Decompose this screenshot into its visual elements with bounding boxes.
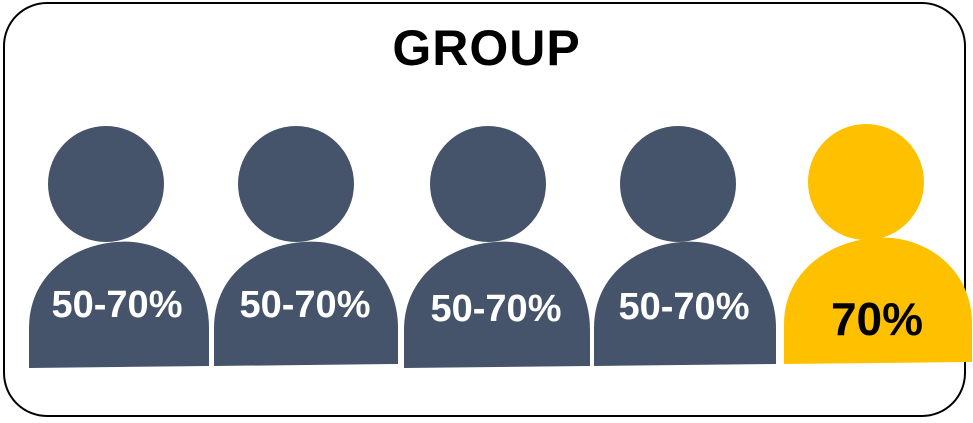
person-label: 50-70% <box>430 288 562 330</box>
person-figure-4: 50-70% <box>592 126 776 372</box>
person-label: 50-70% <box>239 284 371 326</box>
person-figure-3: 50-70% <box>402 126 590 372</box>
group-title: GROUP <box>392 20 581 76</box>
person-icon <box>594 126 776 366</box>
person-icon <box>29 126 209 368</box>
person-icon <box>404 126 590 368</box>
person-icon <box>784 124 972 364</box>
person-icon <box>214 126 398 366</box>
person-label: 50-70% <box>618 286 750 328</box>
person-figure-1: 50-70% <box>25 126 209 372</box>
person-label: 50-70% <box>51 284 183 326</box>
person-label: 70% <box>830 293 924 345</box>
person-figure-2: 50-70% <box>212 126 398 372</box>
person-figure-5: 70% <box>782 124 972 372</box>
